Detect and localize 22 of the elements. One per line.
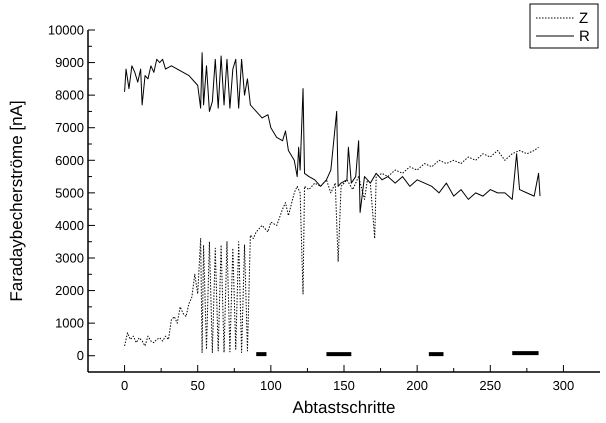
y-tick-label: 0 — [76, 348, 84, 364]
y-tick-label: 9000 — [55, 55, 84, 70]
y-tick-label: 4000 — [55, 218, 84, 233]
x-tick-label: 150 — [333, 378, 355, 393]
y-tick-label: 2000 — [55, 283, 84, 298]
y-tick-label: 3000 — [55, 250, 84, 266]
legend-label: R — [579, 28, 590, 45]
x-tick-label: 0 — [120, 378, 128, 393]
y-tick-label: 7000 — [55, 120, 84, 136]
y-axis-title: Faradaybecherströme [nA] — [7, 100, 26, 302]
y-tick-label: 1000 — [55, 316, 84, 331]
x-tick-label: 50 — [190, 378, 205, 393]
x-axis-title: Abtastschritte — [292, 398, 396, 417]
legend-label: Z — [579, 10, 588, 27]
x-tick-label: 300 — [552, 378, 574, 393]
x-tick-label: 200 — [406, 378, 428, 393]
y-tick-label: 6000 — [55, 152, 84, 168]
y-tick-label: 8000 — [55, 88, 84, 103]
y-tick-label: 10000 — [48, 22, 84, 38]
x-tick-label: 250 — [479, 378, 502, 393]
x-tick-label: 100 — [260, 378, 282, 393]
y-tick-label: 5000 — [55, 185, 84, 200]
